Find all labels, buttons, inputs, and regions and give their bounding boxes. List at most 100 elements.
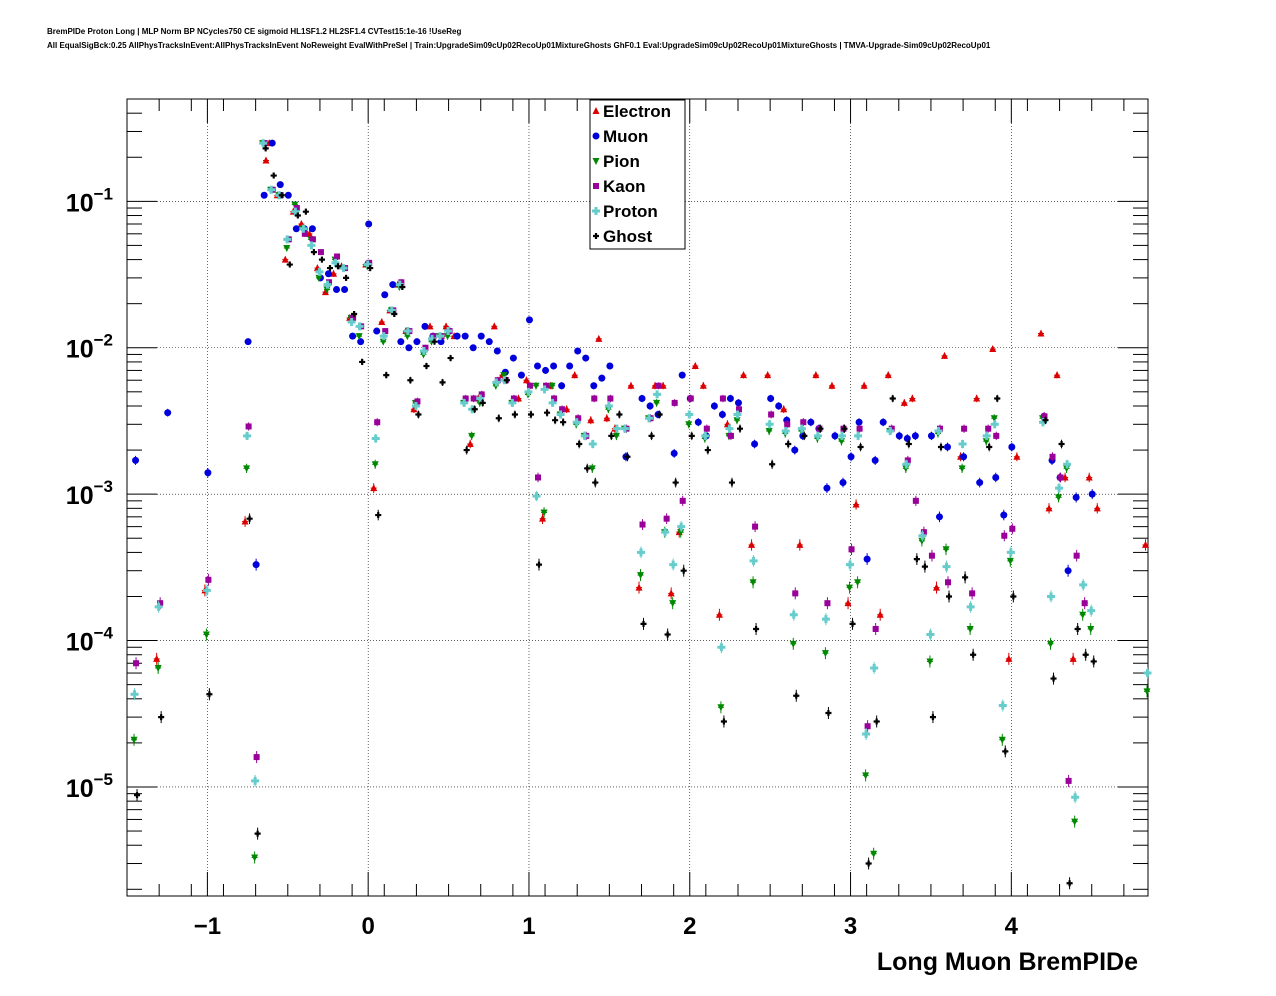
muon-point	[421, 322, 429, 330]
electron-point	[667, 589, 675, 597]
x-tick-label: 2	[683, 913, 696, 940]
proton-point	[411, 402, 420, 411]
ghost-point	[246, 515, 253, 522]
proton-point	[379, 332, 388, 341]
muon-point	[477, 332, 485, 340]
electron-point	[241, 517, 249, 525]
kaon-point	[253, 754, 260, 761]
kaon-point	[800, 419, 807, 426]
kaon-point	[864, 723, 871, 730]
ghost-point	[310, 249, 317, 256]
kaon-point	[526, 382, 533, 389]
x-tick-labels: −1 0 1 2 3 4	[194, 913, 1019, 940]
electron-point	[378, 317, 386, 325]
pion-point	[653, 399, 661, 407]
y-tick-mantissa: 10	[66, 482, 94, 510]
muon-point	[903, 434, 911, 442]
legend-pion-marker	[592, 158, 600, 165]
pion-point	[821, 650, 829, 658]
electron-point	[812, 371, 820, 379]
pion-point	[468, 432, 476, 440]
pion-point	[500, 372, 508, 380]
ghost-point	[889, 395, 896, 402]
data-markers	[130, 139, 1152, 890]
electron-point	[780, 405, 788, 413]
ghost-point	[407, 377, 414, 384]
kaon-point	[856, 425, 863, 432]
proton-point	[966, 602, 975, 611]
ghost-point	[688, 432, 695, 439]
muon-point	[879, 418, 887, 426]
ghost-point	[986, 443, 993, 450]
ghost-point	[817, 425, 824, 432]
ghost-point	[294, 212, 301, 219]
muon-point	[863, 555, 871, 563]
proton-point	[990, 420, 999, 429]
pion-point	[1047, 640, 1055, 648]
kaon-point	[205, 576, 212, 583]
ghost-point	[905, 441, 912, 448]
proton-point	[291, 207, 300, 216]
electron-point	[603, 414, 611, 422]
electron-point	[908, 394, 916, 402]
legend-proton-label: Proton	[603, 202, 658, 221]
electron-point	[699, 381, 707, 389]
proton-point	[427, 334, 436, 343]
pion-point	[926, 658, 934, 666]
electron-point	[900, 398, 908, 406]
ghost-point	[962, 574, 969, 581]
proton-point	[862, 730, 871, 739]
ghost-point	[1066, 880, 1073, 887]
ghost-point	[576, 441, 583, 448]
ghost-point	[825, 710, 832, 717]
ghost-point	[970, 651, 977, 658]
proton-point	[1006, 548, 1015, 557]
muon-point	[598, 374, 606, 382]
electron-point	[490, 322, 498, 330]
ghost-point	[937, 443, 944, 450]
axis-ticks	[126, 98, 1148, 896]
muon-point	[453, 332, 461, 340]
proton-point	[1055, 484, 1064, 493]
ghost-point	[270, 172, 277, 179]
pion-point	[1143, 688, 1151, 696]
electron-point	[715, 610, 723, 618]
pion-point	[548, 382, 556, 390]
proton-point	[323, 280, 332, 289]
kaon-point	[735, 406, 742, 413]
electron-point	[1085, 473, 1093, 481]
proton-point	[1071, 793, 1080, 802]
kaon-point	[639, 521, 646, 528]
ghost-point	[391, 311, 398, 318]
proton-point	[886, 426, 895, 435]
ghost-point	[592, 479, 599, 486]
electron-point	[370, 484, 378, 492]
ghost-point	[359, 358, 366, 365]
y-tick-exponent: −5	[94, 770, 113, 789]
muon-point	[485, 338, 493, 346]
ghost-point	[375, 512, 382, 519]
pion-point	[532, 382, 540, 390]
kaon-point	[792, 590, 799, 597]
ghost-point	[753, 625, 760, 632]
proton-point	[371, 434, 380, 443]
muon-point	[292, 225, 300, 233]
ghost-point	[527, 411, 534, 418]
ghost-point	[680, 567, 687, 574]
proton-point	[508, 398, 517, 407]
ghost-point	[262, 145, 269, 152]
muon-point	[405, 344, 413, 352]
proton-point	[347, 317, 356, 326]
kaon-point	[1073, 552, 1080, 559]
muon-point	[935, 513, 943, 521]
ghost-point	[664, 631, 671, 638]
pion-point	[982, 438, 990, 446]
kaon-point	[551, 395, 558, 402]
ghost-point	[672, 479, 679, 486]
proton-point	[532, 492, 541, 501]
ghost-point	[326, 265, 333, 272]
proton-point	[604, 402, 613, 411]
ghost-point	[399, 283, 406, 290]
muon-point	[397, 338, 405, 346]
ghost-point	[423, 363, 430, 370]
